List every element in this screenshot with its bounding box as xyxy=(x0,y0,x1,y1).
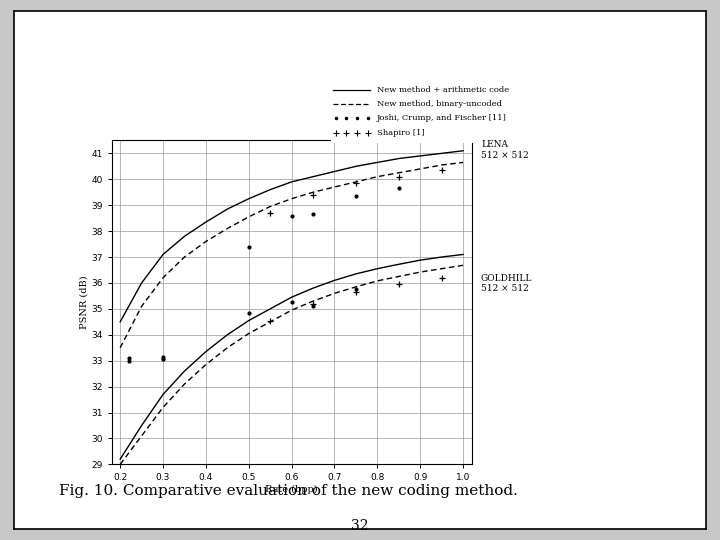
Text: 32: 32 xyxy=(351,519,369,534)
Text: Joshi, Crump, and Fischer [11]: Joshi, Crump, and Fischer [11] xyxy=(377,114,506,122)
X-axis label: Rate (bpp): Rate (bpp) xyxy=(265,485,318,494)
Text: New method + arithmetic code: New method + arithmetic code xyxy=(377,86,509,94)
Y-axis label: PSNR (dB): PSNR (dB) xyxy=(79,275,89,329)
Text: Shapiro [1]: Shapiro [1] xyxy=(377,129,424,137)
Text: Fig. 10. Comparative evaluation of the new coding method.: Fig. 10. Comparative evaluation of the n… xyxy=(58,484,518,498)
Text: GOLDHILL
512 × 512: GOLDHILL 512 × 512 xyxy=(481,274,532,293)
Text: LENA
512 × 512: LENA 512 × 512 xyxy=(481,140,528,160)
Text: New method, binary-uncoded: New method, binary-uncoded xyxy=(377,100,502,108)
